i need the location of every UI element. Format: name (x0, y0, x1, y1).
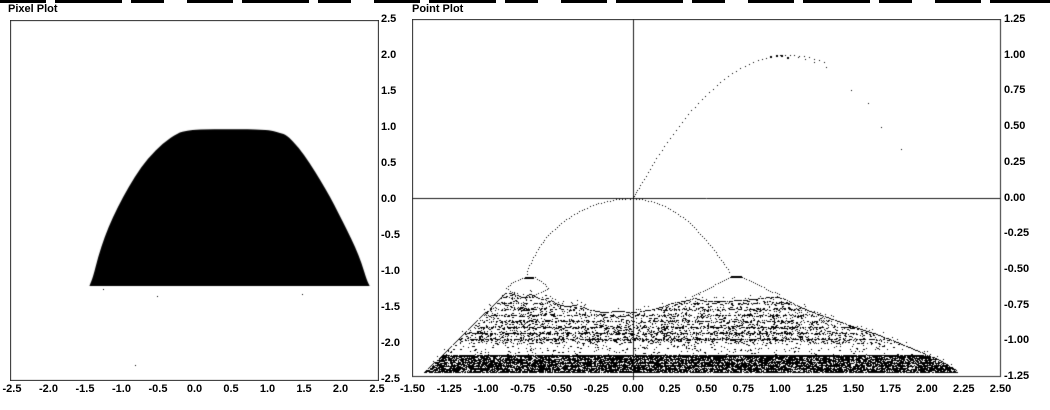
y-tick-label: 0.25 (1004, 155, 1026, 168)
pixel-plot-canvas (10, 20, 379, 381)
x-tick-label: -1.5 (75, 383, 95, 395)
x-tick-label: 1.75 (879, 383, 901, 395)
x-tick-label: 1.5 (296, 383, 312, 395)
x-tick-label: -1.0 (112, 383, 131, 395)
y-tick-label: 0.0 (381, 193, 397, 205)
x-tick-label: 0.25 (659, 383, 681, 395)
y-tick-label: 1.0 (381, 121, 397, 133)
x-tick-label: 1.50 (842, 383, 865, 395)
y-tick-label: -0.75 (1004, 298, 1030, 311)
y-tick-label: -1.0 (381, 265, 400, 277)
x-tick-label: 2.5 (369, 383, 385, 395)
y-tick-label: -2.0 (381, 337, 400, 349)
x-tick-label: -1.50 (399, 383, 426, 395)
y-tick-label: 0.50 (1004, 120, 1026, 133)
x-tick-label: -0.25 (583, 383, 609, 395)
x-tick-label: 0.00 (622, 383, 644, 395)
x-tick-label: 1.0 (259, 383, 276, 395)
y-tick-label: 1.25 (1004, 13, 1026, 25)
point-plot-canvas (412, 19, 1002, 382)
y-tick-label: 1.00 (1004, 48, 1026, 61)
y-tick-label: -1.5 (381, 301, 400, 313)
x-tick-label: -0.5 (148, 383, 168, 395)
x-tick-label: 2.0 (332, 383, 349, 395)
y-tick-label: -2.5 (381, 373, 400, 385)
x-tick-label: -2.0 (39, 383, 58, 395)
x-tick-label: 0.0 (186, 383, 203, 395)
y-tick-label: -1.25 (1004, 370, 1030, 382)
x-tick-label: 2.00 (916, 383, 938, 395)
y-tick-label: -0.25 (1004, 227, 1030, 240)
point-plot-title: Point Plot (412, 3, 464, 15)
x-tick-label: 2.25 (953, 383, 975, 395)
x-tick-label: -0.75 (510, 383, 536, 395)
torn-edge-decoration (0, 0, 1050, 3)
y-tick-label: 0.5 (381, 157, 397, 169)
y-tick-label: 0.75 (1004, 84, 1026, 97)
x-tick-label: 1.00 (769, 383, 791, 395)
y-tick-label: -0.50 (1004, 262, 1030, 275)
y-tick-label: 2.0 (381, 49, 397, 61)
x-tick-label: 0.75 (732, 383, 754, 395)
x-tick-label: -2.5 (2, 383, 22, 395)
x-tick-label: -1.00 (473, 383, 499, 395)
x-tick-label: -1.25 (436, 383, 462, 395)
y-tick-label: 0.00 (1004, 191, 1026, 204)
x-tick-label: 1.25 (806, 383, 828, 395)
y-tick-label: 1.5 (381, 85, 397, 97)
x-tick-label: -0.50 (546, 383, 573, 395)
y-tick-label: -1.00 (1004, 334, 1030, 347)
x-tick-label: 0.5 (223, 383, 239, 395)
y-tick-label: 2.5 (381, 13, 397, 25)
y-tick-label: -0.5 (381, 229, 400, 241)
x-tick-label: 2.50 (989, 383, 1012, 395)
x-tick-label: 0.50 (695, 383, 718, 395)
pixel-plot-title: Pixel Plot (8, 3, 58, 15)
